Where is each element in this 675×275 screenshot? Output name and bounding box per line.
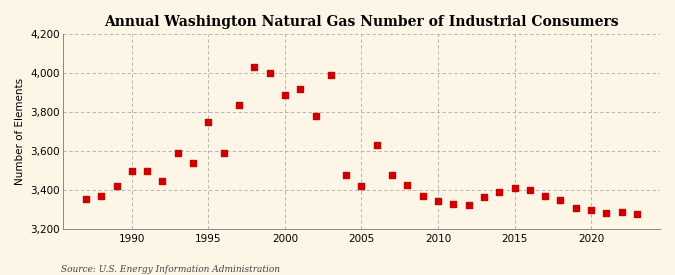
Y-axis label: Number of Elements: Number of Elements <box>15 78 25 185</box>
Point <box>126 169 137 173</box>
Point <box>249 65 260 70</box>
Point <box>387 172 398 177</box>
Point <box>341 172 352 177</box>
Point <box>80 197 91 201</box>
Point <box>356 184 367 189</box>
Point <box>524 188 535 192</box>
Point <box>310 114 321 119</box>
Point <box>325 73 336 78</box>
Point <box>417 194 428 198</box>
Point <box>142 169 153 173</box>
Point <box>172 151 183 155</box>
Point <box>540 194 551 198</box>
Point <box>586 208 597 212</box>
Point <box>203 120 214 124</box>
Point <box>601 211 612 215</box>
Text: Source: U.S. Energy Information Administration: Source: U.S. Energy Information Administ… <box>61 265 279 274</box>
Point <box>157 178 168 183</box>
Point <box>402 183 413 188</box>
Point <box>264 71 275 76</box>
Point <box>570 206 581 210</box>
Point <box>509 186 520 191</box>
Title: Annual Washington Natural Gas Number of Industrial Consumers: Annual Washington Natural Gas Number of … <box>104 15 619 29</box>
Point <box>494 190 505 194</box>
Point <box>218 151 229 155</box>
Point <box>295 87 306 91</box>
Point <box>479 195 489 199</box>
Point <box>371 142 382 147</box>
Point <box>448 202 459 206</box>
Point <box>96 194 107 198</box>
Point <box>616 210 627 214</box>
Point <box>555 198 566 202</box>
Point <box>632 211 643 216</box>
Point <box>234 102 244 107</box>
Point <box>111 184 122 189</box>
Point <box>279 93 290 97</box>
Point <box>433 199 443 203</box>
Point <box>463 203 474 207</box>
Point <box>188 161 198 165</box>
